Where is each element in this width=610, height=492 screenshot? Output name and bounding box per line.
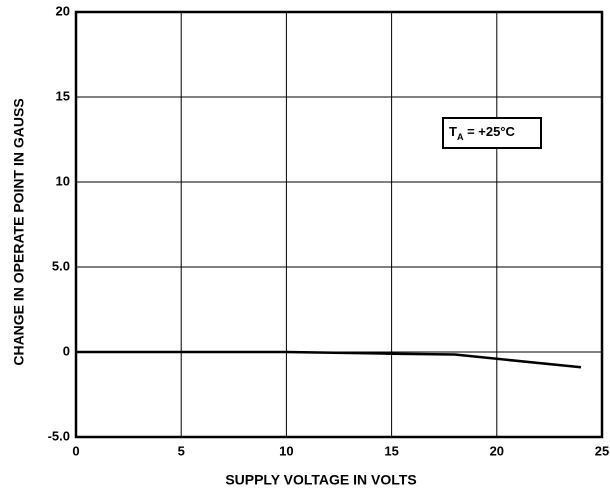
annotation: TA = +25°C bbox=[442, 117, 542, 149]
annotation-main: T bbox=[449, 124, 457, 139]
annotation-box bbox=[442, 117, 542, 149]
annotation-text: TA = +25°C bbox=[449, 124, 516, 142]
x-tick-label: 20 bbox=[490, 443, 504, 458]
plot-frame bbox=[74, 10, 604, 439]
y-tick-label: 15 bbox=[56, 88, 70, 103]
data-line bbox=[76, 350, 582, 369]
x-tick-label: 10 bbox=[279, 443, 293, 458]
y-axis-label: CHANGE IN OPERATE POINT IN GAUSS bbox=[11, 98, 27, 365]
y-tick-label: 20 bbox=[56, 3, 70, 18]
y-tick-label: -5.0 bbox=[48, 428, 70, 443]
x-tick-label: 15 bbox=[384, 443, 398, 458]
x-tick-label: 25 bbox=[595, 443, 609, 458]
y-tick-label: 0 bbox=[63, 343, 70, 358]
x-tick-label: 0 bbox=[72, 443, 79, 458]
y-tick-label: 5.0 bbox=[52, 258, 70, 273]
x-tick-label: 5 bbox=[178, 443, 185, 458]
y-tick-label: 10 bbox=[56, 173, 70, 188]
x-axis-label: SUPPLY VOLTAGE IN VOLTS bbox=[225, 472, 416, 488]
annotation-rest: = +25°C bbox=[463, 124, 515, 139]
annotation-sub: A bbox=[457, 132, 464, 142]
